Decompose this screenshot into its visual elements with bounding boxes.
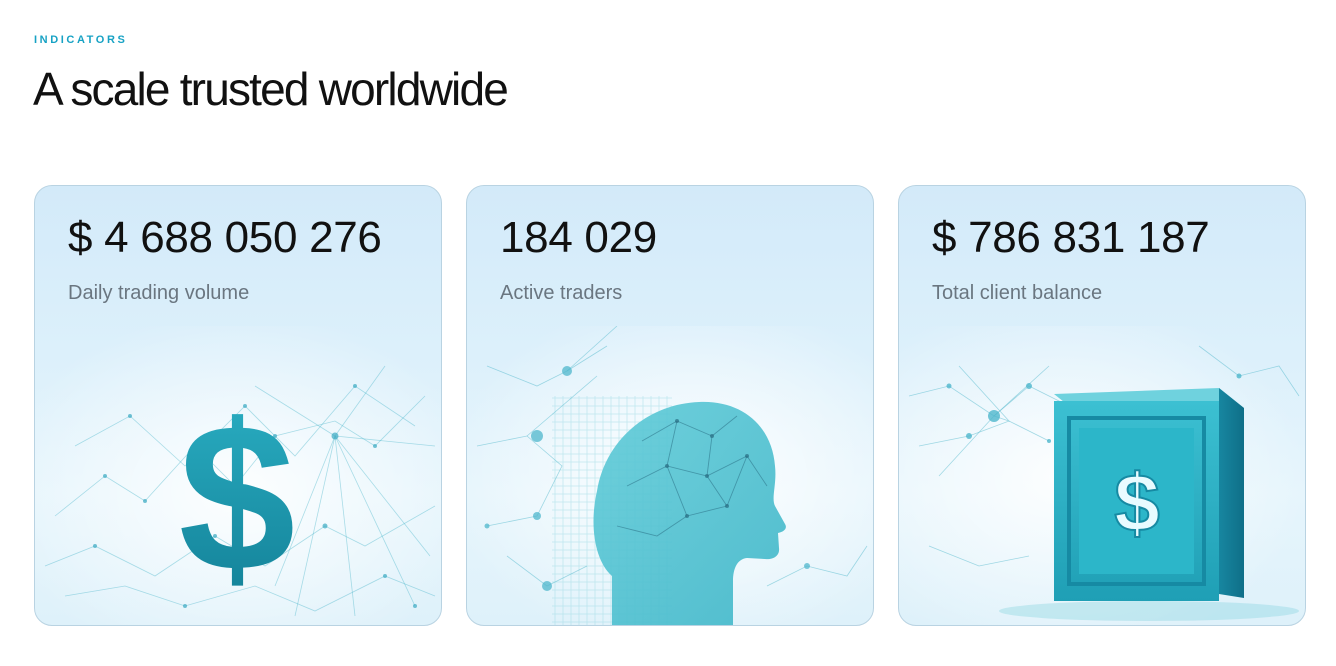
svg-text:$: $	[1114, 458, 1160, 549]
indicator-card-trading-volume: $ 4 688 050 276 Daily trading volume	[34, 185, 442, 626]
dollar-sign-network-icon: $	[35, 326, 441, 625]
indicator-label: Daily trading volume	[68, 282, 250, 304]
indicator-card-active-traders: 184 029 Active traders	[466, 185, 874, 626]
indicator-card-client-balance: $ 786 831 187 Total client balance	[898, 185, 1306, 626]
indicator-value: $ 4 688 050 276	[68, 213, 382, 262]
indicator-label: Active traders	[500, 282, 623, 304]
ai-head-network-icon	[467, 326, 873, 625]
indicator-value: 184 029	[500, 213, 657, 262]
indicator-label: Total client balance	[932, 282, 1103, 304]
indicator-value: $ 786 831 187	[932, 213, 1210, 262]
svg-text:$: $	[179, 380, 296, 615]
section-eyebrow: INDICATORS	[34, 34, 128, 46]
section-title: A scale trusted worldwide	[33, 63, 509, 115]
dollar-safe-box-icon: $	[899, 326, 1305, 625]
indicator-cards: $ 4 688 050 276 Daily trading volume	[34, 185, 1306, 626]
